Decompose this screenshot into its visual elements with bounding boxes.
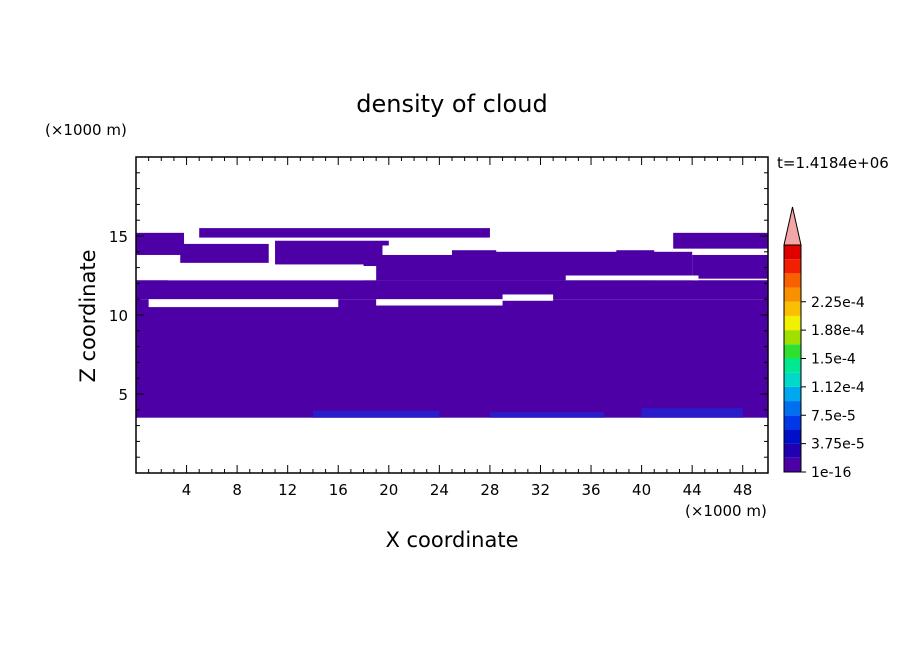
colorbar-label: 2.25e-4 <box>811 295 865 311</box>
colorbar-label: 1.5e-4 <box>811 352 856 368</box>
cloud-region <box>363 250 655 281</box>
colorbar-segment <box>784 330 801 345</box>
cloud-field <box>136 228 768 418</box>
clear-gap <box>167 266 377 281</box>
colorbar-segment <box>784 273 801 288</box>
colorbar-segment <box>784 358 801 373</box>
time-label: t=1.4184e+06 <box>777 154 889 172</box>
colorbar-segment <box>784 457 801 472</box>
cloud-region <box>199 228 490 238</box>
cloud-region <box>136 280 768 300</box>
clear-gap <box>496 237 617 252</box>
clear-gap <box>502 294 554 301</box>
colorbar-label: 1e-16 <box>811 465 851 481</box>
clear-gap <box>565 275 699 281</box>
z-axis-label: Z coordinate <box>76 249 100 382</box>
colorbar-label: 7.5e-5 <box>811 408 856 424</box>
x-tick-label: 16 <box>329 481 348 499</box>
z-tick-label: 10 <box>109 307 128 325</box>
x-tick-label: 32 <box>531 481 550 499</box>
clear-gap <box>376 299 503 306</box>
z-axis-unit: (×1000 m) <box>45 121 127 139</box>
x-tick-label: 28 <box>480 481 499 499</box>
cloud-region <box>136 232 185 255</box>
x-axis-unit: (×1000 m) <box>685 502 767 520</box>
x-tick-label: 24 <box>430 481 449 499</box>
colorbar-label: 1.88e-4 <box>811 323 865 339</box>
x-tick-label: 12 <box>278 481 297 499</box>
x-tick-label: 44 <box>683 481 702 499</box>
x-tick-label: 8 <box>232 481 242 499</box>
x-tick-label: 48 <box>733 481 752 499</box>
colorbar-segment <box>784 287 801 302</box>
colorbar: 1e-16 3.75e-5 7.5e-5 1.12e-4 1.5e-4 1.88e-4 2.… <box>783 206 865 481</box>
colorbar-extension <box>783 206 802 246</box>
z-tick-label: 15 <box>109 228 128 246</box>
colorbar-segment <box>784 245 801 260</box>
x-tick-label: 40 <box>632 481 651 499</box>
x-axis-label: X coordinate <box>385 528 518 552</box>
colorbar-segment <box>784 443 801 458</box>
x-tick-label: 36 <box>581 481 600 499</box>
colorbar-segment <box>784 301 801 316</box>
colorbar-label: 3.75e-5 <box>811 437 865 453</box>
colorbar-segment <box>784 401 801 416</box>
colorbar-segment <box>784 429 801 444</box>
x-tick-label: 4 <box>182 481 192 499</box>
cloud-region <box>275 240 389 265</box>
clear-gap <box>382 245 452 255</box>
colorbar-segment <box>784 386 801 402</box>
cloud-region <box>692 254 768 279</box>
chart-title: density of cloud <box>356 90 547 118</box>
colorbar-segment <box>784 372 801 387</box>
colorbar-segment <box>784 415 801 430</box>
cloud-region <box>673 232 768 249</box>
dense-region <box>489 412 604 418</box>
colorbar-label: 1.12e-4 <box>811 380 865 396</box>
colorbar-segment <box>784 259 801 274</box>
clear-gap <box>148 299 339 308</box>
colorbar-segment <box>784 315 801 331</box>
dense-region <box>641 408 743 418</box>
x-tick-label: 20 <box>379 481 398 499</box>
cloud-region <box>180 243 269 263</box>
colorbar-segment <box>784 344 801 359</box>
z-tick-label: 5 <box>118 386 128 404</box>
dense-region <box>312 410 440 418</box>
cloud-region <box>136 299 768 418</box>
